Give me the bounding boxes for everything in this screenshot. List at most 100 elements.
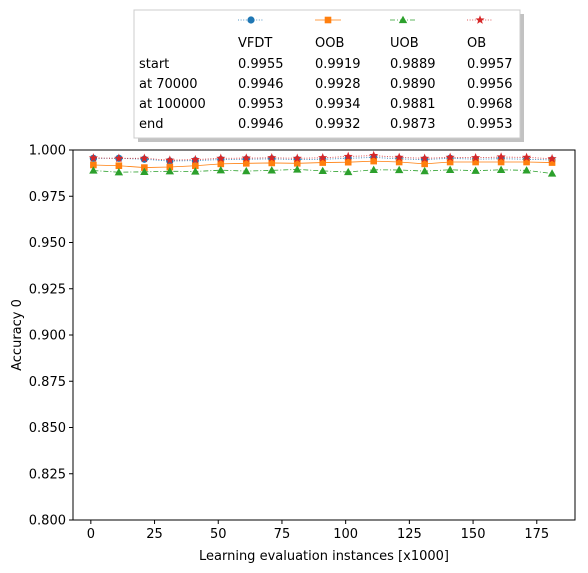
data-point-ob xyxy=(522,152,532,162)
legend-cell-value: 0.9889 xyxy=(390,57,436,72)
legend-column-header: OOB xyxy=(315,36,344,51)
data-point-uob xyxy=(216,165,225,174)
data-point-uob xyxy=(547,169,557,177)
data-point-uob xyxy=(140,167,149,175)
data-point-ob xyxy=(394,152,404,162)
data-point-ob xyxy=(114,153,124,163)
data-point-oob xyxy=(192,162,199,170)
data-point-uob xyxy=(344,167,353,176)
data-point-ob xyxy=(241,153,251,163)
data-point-oob xyxy=(548,159,556,166)
legend-table: VFDT OOB UOB OB start 0.9955 0.9919 0.9889 0.995… xyxy=(133,9,524,142)
legend-marker-ob xyxy=(475,15,485,24)
data-point-uob xyxy=(267,166,276,174)
y-tick-label: 0.950 xyxy=(29,236,66,251)
data-point-uob xyxy=(445,165,455,173)
x-tick-label: 25 xyxy=(146,527,163,542)
data-point-oob xyxy=(370,157,377,165)
series-uob xyxy=(89,165,557,177)
legend-marker-oob xyxy=(324,16,332,24)
legend-row-label: at 100000 xyxy=(139,97,206,112)
legend-row-label: at 70000 xyxy=(139,77,198,92)
series-ob xyxy=(88,150,557,165)
data-point-oob xyxy=(395,158,403,166)
data-point-ob xyxy=(267,152,277,162)
legend-cell-value: 0.9968 xyxy=(467,97,513,112)
legend-marker-uob xyxy=(398,15,408,24)
legend-cell-value: 0.9934 xyxy=(315,97,361,112)
data-point-ob xyxy=(139,153,149,163)
data-point-ob xyxy=(496,152,506,161)
data-point-oob xyxy=(497,158,505,166)
data-point-uob xyxy=(114,168,124,176)
data-point-uob xyxy=(191,167,200,175)
data-point-uob xyxy=(165,167,175,175)
data-point-ob xyxy=(547,153,557,163)
data-point-oob xyxy=(344,158,352,166)
legend-column-header: OB xyxy=(467,36,486,51)
x-tick-label: 75 xyxy=(274,527,291,542)
data-point-uob xyxy=(89,166,98,174)
x-axis: 0 25 50 75 100 125 150 175 xyxy=(87,520,549,542)
data-point-ob xyxy=(471,152,481,162)
data-point-oob xyxy=(166,163,174,171)
data-point-oob xyxy=(293,160,301,167)
plot-frame xyxy=(72,149,576,521)
data-point-ob xyxy=(190,154,200,164)
data-point-ob xyxy=(318,152,328,162)
data-point-oob xyxy=(90,161,97,169)
data-point-ob xyxy=(165,155,175,165)
data-point-oob xyxy=(115,162,123,170)
x-tick-label: 150 xyxy=(461,527,486,542)
legend-cell-value: 0.9957 xyxy=(467,57,513,72)
legend-cell-value: 0.9932 xyxy=(315,117,361,132)
x-tick-label: 0 xyxy=(87,527,95,542)
x-axis-label: Learning evaluation instances [x1000] xyxy=(199,549,449,564)
data-point-uob xyxy=(293,165,302,173)
y-tick-label: 0.975 xyxy=(29,190,66,205)
x-tick-label: 100 xyxy=(333,527,358,542)
legend-cell-value: 0.9928 xyxy=(315,77,361,92)
data-point-oob xyxy=(268,159,276,167)
legend-frame xyxy=(133,9,521,139)
data-point-oob xyxy=(319,159,327,166)
legend-cell-value: 0.9953 xyxy=(238,97,284,112)
legend-cell-value: 0.9955 xyxy=(238,57,284,72)
legend-column-header: VFDT xyxy=(238,36,272,51)
data-point-uob xyxy=(242,166,251,175)
y-tick-label: 0.925 xyxy=(29,282,66,297)
legend-cell-value: 0.9890 xyxy=(390,77,436,92)
data-point-oob xyxy=(446,158,454,166)
data-point-uob xyxy=(522,166,531,174)
legend-marker-vfdt xyxy=(247,16,255,24)
data-point-ob xyxy=(216,153,226,163)
y-tick-label: 0.850 xyxy=(29,421,66,436)
data-point-oob xyxy=(472,158,479,166)
legend-cell-value: 0.9919 xyxy=(315,57,361,72)
legend-cell-value: 0.9953 xyxy=(467,117,513,132)
y-tick-label: 0.875 xyxy=(29,375,66,390)
data-point-uob xyxy=(318,166,327,175)
legend-cell-value: 0.9873 xyxy=(390,117,436,132)
legend-cell-value: 0.9946 xyxy=(238,117,284,132)
legend-row-label: end xyxy=(139,117,164,132)
series-layer xyxy=(88,150,557,177)
legend-column-header: UOB xyxy=(390,36,419,51)
legend-content: VFDT OOB UOB OB start 0.9955 0.9919 0.9889 0.995… xyxy=(139,15,513,132)
y-axis-label: Accuracy 0 xyxy=(10,299,25,371)
data-point-oob xyxy=(421,160,428,168)
y-tick-label: 0.825 xyxy=(29,467,66,482)
y-axis: 0.800 0.825 0.850 0.875 0.900 0.925 0.950 0.975… xyxy=(29,144,73,529)
data-point-uob xyxy=(369,165,378,173)
x-tick-label: 125 xyxy=(397,527,422,542)
x-tick-label: 175 xyxy=(524,527,549,542)
data-point-uob xyxy=(471,166,480,174)
plot-area: 0 25 50 75 100 125 150 175 0.800 0.825 0.850 0.875… xyxy=(29,144,576,542)
y-tick-label: 0.800 xyxy=(29,514,66,529)
data-point-ob xyxy=(88,153,98,162)
data-point-uob xyxy=(394,165,404,174)
data-point-ob xyxy=(445,152,455,162)
data-point-oob xyxy=(523,158,530,166)
legend-cell-value: 0.9881 xyxy=(390,97,436,112)
